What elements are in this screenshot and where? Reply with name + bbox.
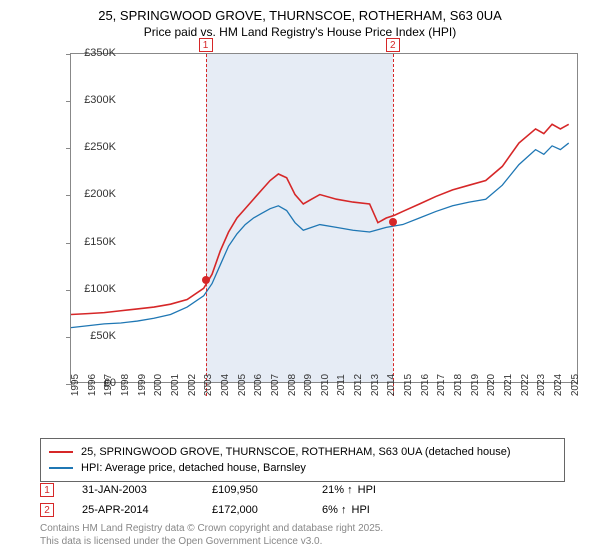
sale-row: 2 25-APR-2014£172,0006% ↑ HPI	[40, 500, 392, 520]
x-axis-label: 2006	[253, 374, 264, 396]
sale-pct: 21% ↑ HPI	[322, 484, 392, 496]
footer-text: Contains HM Land Registry data © Crown c…	[40, 522, 383, 548]
sales-table: 1 31-JAN-2003£109,95021% ↑ HPI 2 25-APR-201…	[40, 480, 392, 520]
x-axis-label: 2004	[220, 374, 231, 396]
x-axis-label: 2014	[386, 374, 397, 396]
x-axis-label: 2019	[470, 374, 481, 396]
legend: 25, SPRINGWOOD GROVE, THURNSCOE, ROTHERH…	[40, 438, 565, 482]
x-axis-label: 2013	[370, 374, 381, 396]
sale-dot	[389, 218, 397, 226]
x-axis-label: 2005	[237, 374, 248, 396]
chart-area: 12 £0£50K£100K£150K£200K£250K£300K£350K1…	[30, 43, 590, 423]
x-axis-label: 2002	[187, 374, 198, 396]
x-axis-label: 2025	[570, 374, 581, 396]
x-axis-label: 1995	[70, 374, 81, 396]
x-axis-label: 2011	[336, 374, 347, 396]
legend-label-blue: HPI: Average price, detached house, Barn…	[81, 462, 306, 474]
chart-subtitle: Price paid vs. HM Land Registry's House …	[0, 23, 600, 43]
y-tick	[66, 195, 71, 196]
y-tick	[66, 101, 71, 102]
x-axis-label: 2010	[320, 374, 331, 396]
sale-pct: 6% ↑ HPI	[322, 504, 392, 516]
x-axis-label: 1996	[87, 374, 98, 396]
x-axis-label: 2015	[403, 374, 414, 396]
chart-container: 25, SPRINGWOOD GROVE, THURNSCOE, ROTHERH…	[0, 0, 600, 560]
sale-row: 1 31-JAN-2003£109,95021% ↑ HPI	[40, 480, 392, 500]
y-tick	[66, 337, 71, 338]
y-axis-label: £250K	[84, 141, 116, 153]
arrow-up-icon: ↑	[347, 484, 353, 496]
series-line	[71, 124, 569, 314]
sale-price: £109,950	[212, 484, 322, 496]
y-tick	[66, 243, 71, 244]
line-layer	[71, 54, 577, 382]
x-axis-label: 1999	[137, 374, 148, 396]
y-axis-label: £100K	[84, 283, 116, 295]
sale-marker-number: 1	[199, 38, 213, 52]
x-axis-label: 2016	[420, 374, 431, 396]
legend-swatch-red	[49, 451, 73, 453]
y-axis-label: £200K	[84, 188, 116, 200]
y-tick	[66, 148, 71, 149]
sale-dot	[202, 276, 210, 284]
x-axis-label: 1998	[120, 374, 131, 396]
footer-line2: This data is licensed under the Open Gov…	[40, 535, 383, 548]
x-axis-label: 2012	[353, 374, 364, 396]
legend-swatch-blue	[49, 467, 73, 469]
x-axis-label: 1997	[103, 374, 114, 396]
x-axis-label: 2008	[287, 374, 298, 396]
y-tick	[66, 290, 71, 291]
sale-date: 25-APR-2014	[82, 504, 212, 516]
x-axis-label: 2007	[270, 374, 281, 396]
series-line	[71, 143, 569, 328]
arrow-up-icon: ↑	[341, 504, 347, 516]
x-axis-label: 2003	[203, 374, 214, 396]
x-axis-label: 2021	[503, 374, 514, 396]
x-axis-label: 2023	[536, 374, 547, 396]
chart-title: 25, SPRINGWOOD GROVE, THURNSCOE, ROTHERH…	[0, 0, 600, 23]
y-tick	[66, 54, 71, 55]
legend-row-blue: HPI: Average price, detached house, Barn…	[49, 460, 556, 476]
y-axis-label: £150K	[84, 236, 116, 248]
footer-line1: Contains HM Land Registry data © Crown c…	[40, 522, 383, 535]
x-axis-label: 2022	[520, 374, 531, 396]
x-axis-label: 2001	[170, 374, 181, 396]
x-axis-label: 2017	[436, 374, 447, 396]
x-axis-label: 2020	[486, 374, 497, 396]
plot-region: 12	[70, 53, 578, 383]
sale-price: £172,000	[212, 504, 322, 516]
legend-label-red: 25, SPRINGWOOD GROVE, THURNSCOE, ROTHERH…	[81, 446, 511, 458]
legend-row-red: 25, SPRINGWOOD GROVE, THURNSCOE, ROTHERH…	[49, 444, 556, 460]
sale-number-box: 1	[40, 483, 54, 497]
sale-date: 31-JAN-2003	[82, 484, 212, 496]
sale-marker-number: 2	[386, 38, 400, 52]
x-axis-label: 2000	[153, 374, 164, 396]
x-axis-label: 2018	[453, 374, 464, 396]
y-axis-label: £50K	[90, 330, 116, 342]
sale-number-box: 2	[40, 503, 54, 517]
y-axis-label: £300K	[84, 94, 116, 106]
y-axis-label: £350K	[84, 47, 116, 59]
x-axis-label: 2009	[303, 374, 314, 396]
x-axis-label: 2024	[553, 374, 564, 396]
